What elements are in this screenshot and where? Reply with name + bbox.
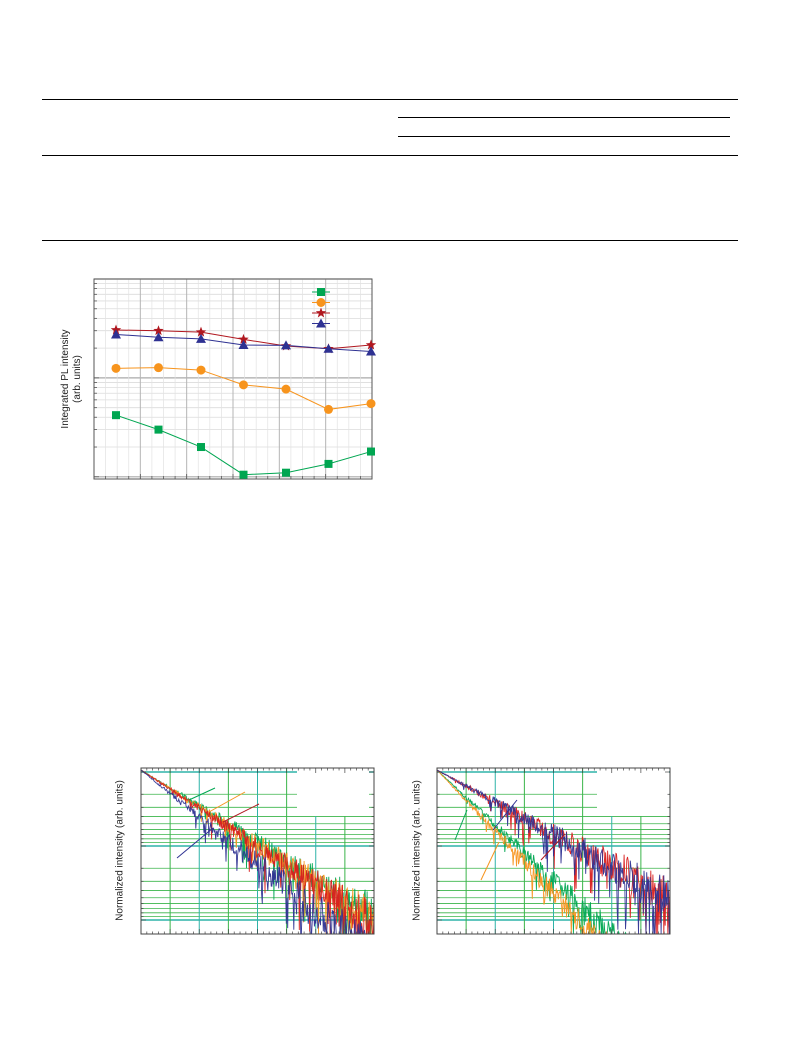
chart1-legend-marker <box>317 288 325 296</box>
chart1-point <box>366 399 376 409</box>
chart1-grid <box>93 278 373 479</box>
chart1-point <box>196 333 206 343</box>
chart1-point <box>197 443 205 452</box>
decay-chart-right <box>436 767 671 936</box>
chart1-point <box>239 380 248 390</box>
chart3-pointer <box>454 809 468 841</box>
chart1-point <box>111 363 121 373</box>
chart1-point <box>238 340 249 350</box>
chart2-pointer <box>188 787 216 801</box>
chart1-point <box>324 404 333 414</box>
chart1-point <box>281 340 291 350</box>
pl-intensity-chart <box>93 278 377 480</box>
chart1-series-triangle <box>111 329 376 356</box>
chart1-point <box>112 411 120 420</box>
table-sub-rule-1 <box>398 117 730 118</box>
chart1-legend-marker <box>316 318 326 328</box>
chart1-point <box>153 325 164 336</box>
chart3-ticks <box>436 768 671 934</box>
chart1-series-circle <box>111 363 376 414</box>
chart2-ticks <box>140 768 375 934</box>
chart1-point <box>324 459 333 468</box>
chart1-point <box>196 365 206 375</box>
chart1-ylabel-line2: (arb. units) <box>72 355 83 403</box>
decay-chart-left <box>140 767 375 935</box>
chart1-legend <box>312 288 330 328</box>
chart1-point <box>365 339 377 350</box>
chart2-curve-2 <box>140 769 375 935</box>
chart1-point <box>366 346 376 356</box>
chart2-pointer <box>222 803 260 823</box>
table-mid-rule <box>42 155 738 156</box>
chart1-series-line <box>115 414 372 476</box>
chart1-point <box>282 468 290 477</box>
chart2-pointer <box>208 791 246 813</box>
chart1-point <box>367 447 375 456</box>
chart1-point <box>154 425 163 434</box>
chart1-point <box>323 343 334 353</box>
chart1-ylabel: Integrated PL intensity (arb. units) <box>60 299 84 459</box>
chart2-ylabel: Normalized intensity (arb. units) <box>114 780 126 921</box>
table-sub-rule-2 <box>398 136 730 137</box>
chart3-curve-3 <box>436 769 671 935</box>
chart1-legend-marker <box>316 298 326 307</box>
chart3-pointer <box>492 799 518 831</box>
chart1-ylabel-line1: Integrated PL intensity <box>60 329 71 429</box>
chart1-legend-marker <box>315 307 327 318</box>
chart1-point <box>239 470 248 479</box>
chart1-point <box>195 326 207 337</box>
chart3-pointer <box>540 833 566 861</box>
chart1-series-square <box>112 411 375 479</box>
chart2-pointer <box>176 827 214 859</box>
chart1-point <box>281 384 291 394</box>
chart1-point <box>111 329 121 339</box>
table-bottom-rule <box>42 240 738 241</box>
chart3-inset-box <box>597 768 669 816</box>
chart1-point <box>153 332 164 342</box>
chart1-point <box>238 333 249 344</box>
chart1-point <box>154 363 163 373</box>
chart3-ylabel: Normalized intensity (arb. units) <box>411 780 423 921</box>
chart2-inset-box <box>297 768 369 816</box>
chart2-curve-3 <box>140 769 374 935</box>
chart1-ticks <box>93 278 373 479</box>
table-top-rule <box>42 99 738 100</box>
chart3-pointer <box>480 841 500 881</box>
